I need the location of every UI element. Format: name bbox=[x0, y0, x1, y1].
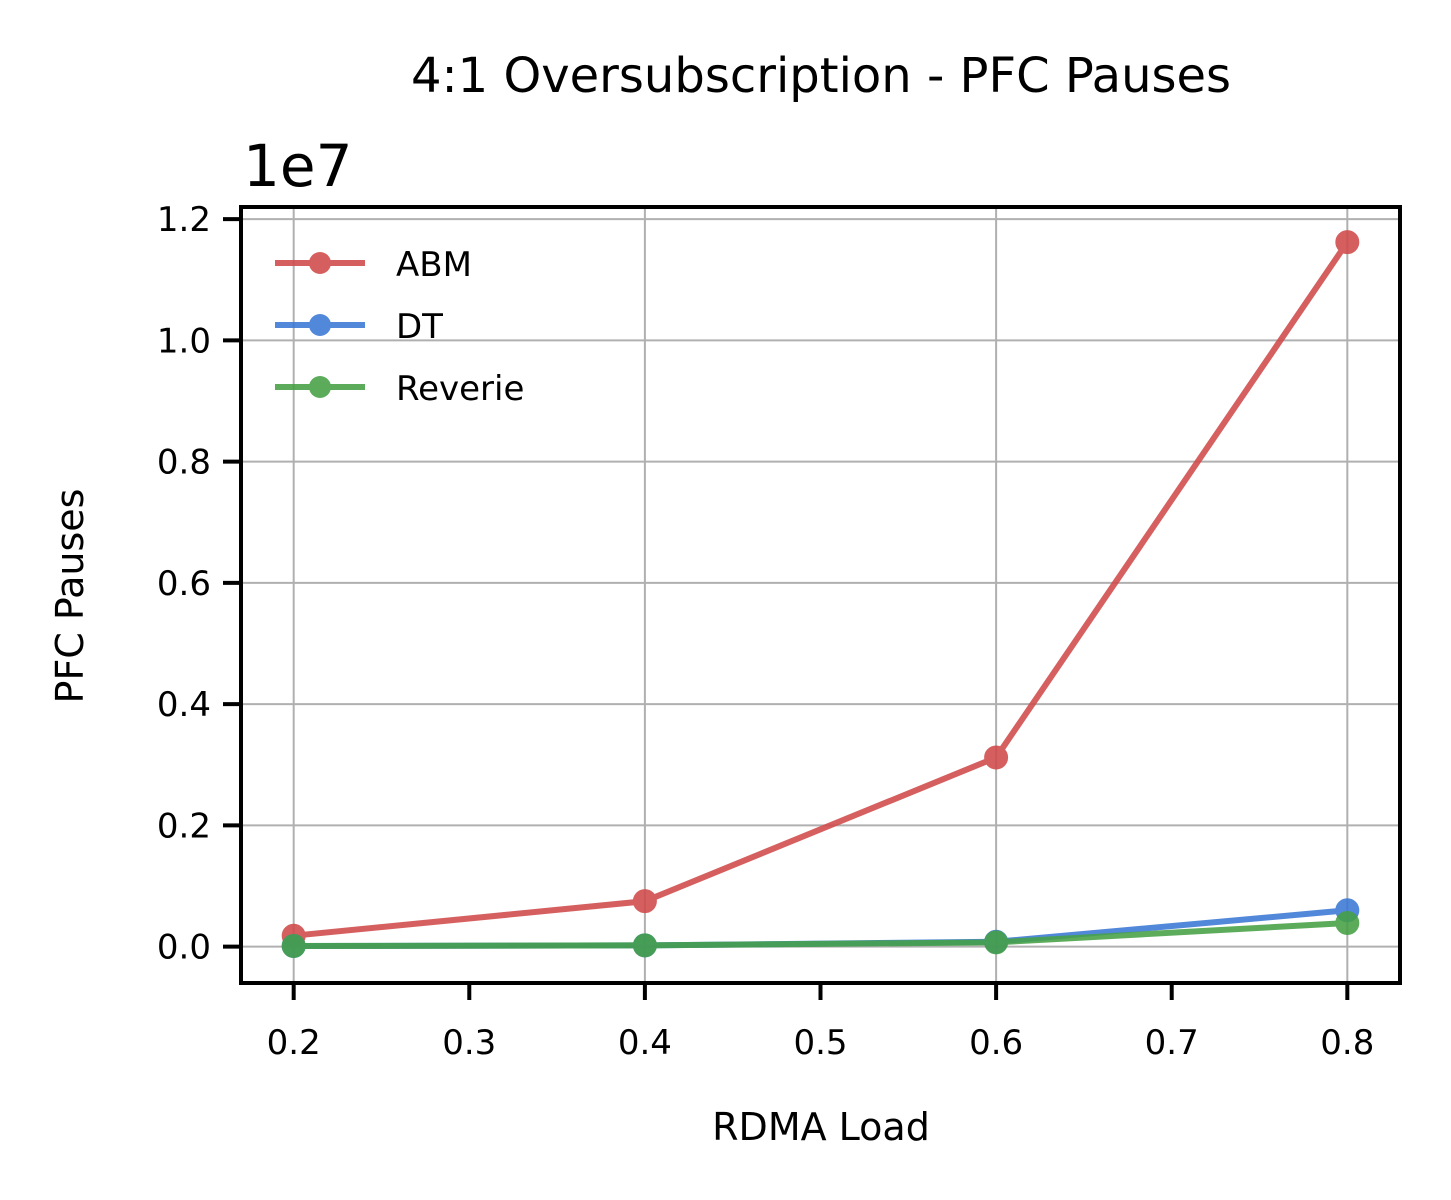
chart-title: 4:1 Oversubscription - PFC Pauses bbox=[411, 48, 1231, 104]
data-point-reverie bbox=[632, 933, 657, 958]
legend: ABM DT Reverie bbox=[275, 245, 524, 409]
x-tick-label: 0.5 bbox=[793, 1023, 847, 1063]
legend-marker-abm bbox=[309, 252, 331, 274]
y-axis-label: PFC Pauses bbox=[48, 489, 92, 704]
y-tick-label: 1.2 bbox=[157, 200, 211, 240]
x-tick-label: 0.6 bbox=[969, 1023, 1023, 1063]
legend-label-abm: ABM bbox=[396, 245, 472, 285]
x-tick-label: 0.7 bbox=[1145, 1023, 1199, 1063]
legend-marker-reverie bbox=[309, 376, 331, 398]
y-tick-label: 0.4 bbox=[157, 685, 211, 725]
plot-frame bbox=[239, 205, 1402, 985]
series-abm bbox=[281, 230, 1360, 948]
legend-marker-dt bbox=[309, 314, 331, 336]
y-axis-ticks: 0.0 0.2 0.4 0.6 0.8 1.0 1.2 bbox=[157, 200, 241, 968]
y-tick-label: 0.8 bbox=[157, 443, 211, 483]
series-reverie bbox=[281, 910, 1360, 959]
x-axis-ticks: 0.2 0.3 0.4 0.5 0.6 0.7 0.8 bbox=[267, 983, 1374, 1063]
data-point-reverie bbox=[1335, 910, 1360, 935]
x-tick-label: 0.4 bbox=[618, 1023, 672, 1063]
data-point-abm bbox=[984, 745, 1009, 770]
x-tick-label: 0.2 bbox=[267, 1023, 321, 1063]
legend-entry-abm bbox=[275, 252, 365, 274]
data-point-reverie bbox=[281, 934, 306, 959]
series-line-dt bbox=[293, 907, 1348, 949]
data-point-reverie bbox=[984, 930, 1009, 955]
data-point-abm bbox=[1335, 230, 1360, 255]
x-axis-label: RDMA Load bbox=[712, 1105, 930, 1149]
y-offset-label: 1e7 bbox=[243, 132, 353, 200]
legend-entry-dt bbox=[275, 314, 365, 336]
y-tick-label: 0.6 bbox=[157, 564, 211, 604]
series-group bbox=[281, 230, 1360, 959]
x-tick-label: 0.3 bbox=[442, 1023, 496, 1063]
series-line-reverie bbox=[293, 920, 1348, 949]
legend-label-dt: DT bbox=[396, 307, 443, 347]
y-tick-label: 1.0 bbox=[157, 321, 211, 361]
legend-label-reverie: Reverie bbox=[396, 369, 524, 409]
series-line-abm bbox=[293, 240, 1350, 939]
data-point-abm bbox=[632, 889, 657, 914]
legend-entry-reverie bbox=[275, 376, 365, 398]
y-tick-label: 0.0 bbox=[157, 928, 211, 968]
x-tick-label: 0.8 bbox=[1320, 1023, 1374, 1063]
y-tick-label: 0.2 bbox=[157, 806, 211, 846]
